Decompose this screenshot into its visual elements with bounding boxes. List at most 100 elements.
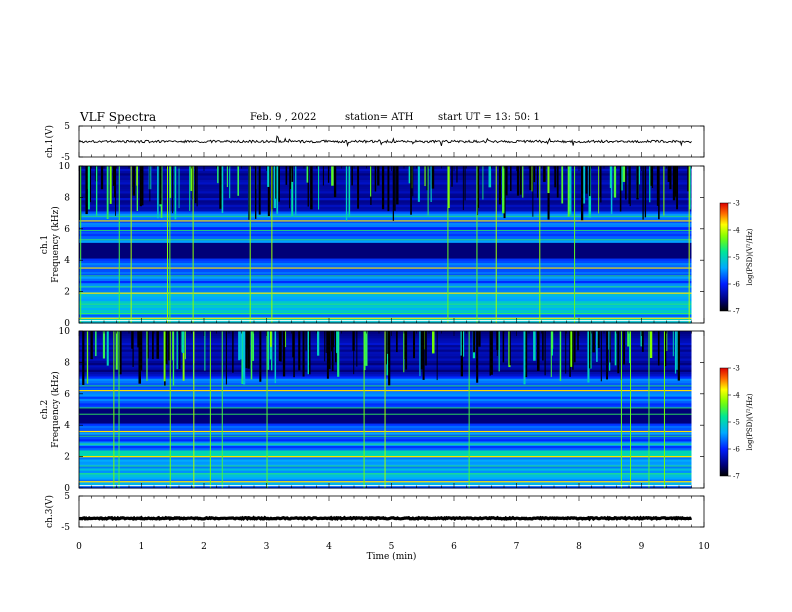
start-time-label: start UT = 13: 50: 1 (438, 112, 540, 123)
ch1-spectrogram-sferic (172, 166, 173, 214)
ch2-spectrogram-sferic (328, 331, 331, 370)
ch1-spectrogram-band (79, 201, 692, 205)
ch1-spectrogram-sferic (345, 166, 348, 221)
ch2-spectrogram-sferic (666, 331, 668, 352)
ch1-spectrogram-sferic (258, 166, 261, 215)
ch2-spectrogram-sferic (589, 331, 591, 369)
ch1-spectrogram-sferic (178, 166, 180, 209)
ch2-spectrogram-sferic (245, 331, 248, 369)
ch2-spectrogram-sferic (460, 331, 462, 356)
ch1-spectrogram-sferic (295, 166, 297, 216)
ch1-spectrogram-sferic (561, 166, 564, 204)
ch1-spectrogram-sferic (412, 166, 414, 197)
ch1-spectrogram-sferic (610, 166, 613, 215)
ch1-spectrogram-band (79, 186, 692, 190)
ch1-spectrogram-band (79, 197, 692, 201)
ch1-spectrogram-sferic (276, 166, 279, 214)
ch1-spectrogram-band (79, 237, 692, 241)
ch1-spectrogram-sferic (600, 166, 602, 203)
ch2-spectrogram-sferic (184, 331, 186, 360)
x-tick-label: 1 (139, 542, 145, 552)
ch1-spectrogram-sferic (273, 166, 276, 209)
ch1-spectrogram-band (79, 181, 692, 185)
ch1-spectrogram-sferic (464, 166, 466, 201)
ch2-spectrogram-sferic (365, 331, 368, 366)
ch2-spectrogram-sferic (86, 331, 89, 384)
ch2-spectrogram-sferic (325, 331, 327, 353)
ch2-spectrogram-sferic (119, 331, 121, 362)
ch2-spectrogram-sferic (225, 331, 227, 385)
ch1-spectrogram-band (79, 275, 692, 279)
ch1-spectrogram-sferic (431, 166, 435, 189)
ch2-spectrogram-sferic (623, 331, 626, 365)
ch1-spectrogram-sferic (387, 166, 390, 212)
ch1-spectrogram-band (79, 280, 692, 284)
ch1-spectrogram-sferic (531, 166, 533, 192)
ch2-spectrogram-sferic (596, 331, 598, 362)
ch1-waveform-ytick-label: -5 (61, 153, 70, 163)
ch1-spectrogram-ytick-label: 6 (64, 225, 70, 235)
ch1-spectrogram-panel (78, 165, 731, 324)
ch1-spectrogram-sferic (537, 166, 538, 198)
ch2-spectrogram-colorbar-tick-label: -4 (733, 392, 740, 400)
ch2-spectrogram-sferic (132, 331, 134, 367)
ch1-spectrogram-sferic (392, 166, 394, 221)
ch1-spectrogram-sferic (394, 166, 396, 211)
ch1-spectrogram-sferic (649, 166, 651, 203)
ch2-spectrogram-sferic (614, 331, 617, 366)
ch2-spectrogram-sferic (138, 331, 141, 384)
ch1-spectrogram-sferic (628, 166, 630, 204)
ch2-spectrogram-sferic (498, 331, 500, 372)
ch2-spectrogram-sferic (90, 331, 93, 360)
ch1-spectrogram-band (79, 298, 692, 302)
ch1-spectrogram-sferic (687, 166, 689, 192)
ch1-spectrogram-sferic (237, 166, 240, 196)
ch2-spectrogram-sferic (403, 331, 405, 373)
ch2-spectrogram-sferic (165, 331, 168, 365)
ch1-spectrogram-sferic (327, 166, 330, 183)
ch2-spectrogram-sferic (181, 331, 183, 353)
ch2-spectrogram-panel (78, 330, 731, 489)
ch2-spectrogram-sferic (508, 331, 511, 368)
ch2-spectrogram-sferic (413, 331, 415, 359)
ch1-spectrogram-band (79, 213, 692, 216)
ch1-spectrogram-sferic (532, 166, 534, 217)
x-tick-label: 6 (451, 542, 457, 552)
ch1-spectrogram-sferic (556, 166, 559, 198)
ch1-spectrogram-ylabel: Frequency (kHz) (50, 206, 61, 283)
ch2-spectrogram-sferic (385, 331, 387, 365)
ch1-spectrogram-sferic (516, 166, 520, 196)
ch2-spectrogram-sferic (640, 331, 643, 347)
ch1-spectrogram-sferic (132, 166, 136, 196)
ch1-spectrogram-band (79, 251, 692, 255)
ch1-waveform-ytick-label: 5 (64, 122, 70, 132)
ch1-spectrogram-band (79, 233, 692, 237)
ch1-spectrogram-band (79, 255, 692, 259)
ch2-spectrogram-sferic (152, 331, 154, 360)
ch1-spectrogram-sferic (476, 166, 479, 216)
ch2-spectrogram-sferic (570, 331, 573, 367)
ch1-waveform-panel (78, 125, 705, 158)
ch1-spectrogram-sferic (370, 166, 372, 197)
ch1-spectrogram-sferic (408, 166, 411, 184)
ch2-spectrogram-sferic (617, 331, 620, 374)
ch1-spectrogram-band (79, 179, 692, 183)
ch1-spectrogram-band (79, 320, 692, 324)
ch2-spectrogram-sferic (176, 331, 178, 370)
ch1-spectrogram-band (79, 222, 692, 225)
ch2-spectrogram-sferic (156, 331, 159, 359)
ch1-spectrogram-sferic (85, 166, 88, 215)
ch1-waveform-trace (78, 135, 692, 148)
ch1-spectrogram-band (79, 264, 692, 268)
ch2-spectrogram-sferic (240, 331, 243, 360)
ch1-spectrogram-band (79, 300, 692, 304)
ch2-spectrogram-sferic (523, 331, 526, 385)
ch2-spectrogram-sferic (489, 331, 491, 376)
ch2-spectrogram-sferic (649, 331, 653, 358)
ch1-spectrogram-band (79, 192, 692, 196)
ch1-spectrogram-band (79, 271, 692, 275)
ch2-spectrogram-sferic (181, 331, 185, 354)
ch1-spectrogram-sferic (310, 166, 313, 210)
ch2-spectrogram-sferic (388, 331, 391, 386)
